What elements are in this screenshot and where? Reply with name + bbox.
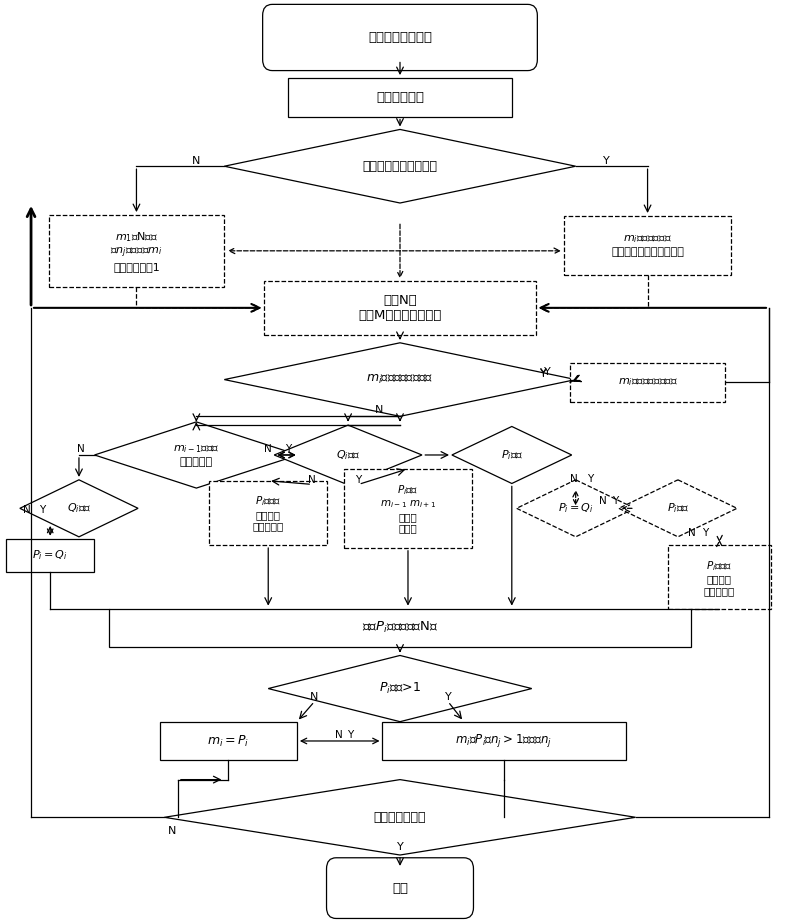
- Text: $m_i$位置有预设定颜色: $m_i$位置有预设定颜色: [366, 373, 434, 386]
- Polygon shape: [619, 480, 737, 537]
- Polygon shape: [517, 480, 634, 537]
- Polygon shape: [224, 343, 576, 416]
- Text: Y: Y: [587, 474, 593, 484]
- Text: $P_i$长度>1: $P_i$长度>1: [379, 681, 421, 696]
- Bar: [264, 281, 536, 334]
- Text: $P_i$取所有
未遍历的
未指定类别: $P_i$取所有 未遍历的 未指定类别: [253, 495, 284, 531]
- Text: 开始分配颜色标签: 开始分配颜色标签: [368, 31, 432, 44]
- Bar: [570, 363, 726, 402]
- Text: Y: Y: [445, 692, 451, 702]
- Text: Y: Y: [602, 156, 610, 166]
- Text: $Q_i$为空: $Q_i$为空: [66, 501, 91, 515]
- Polygon shape: [224, 130, 576, 203]
- Text: N: N: [308, 475, 316, 484]
- Polygon shape: [20, 480, 138, 537]
- Bar: [382, 722, 626, 761]
- Text: Y: Y: [613, 496, 618, 506]
- Text: $P_i$取与
$m_{i-1}$ $m_{i+1}$
都不相
邻类别: $P_i$取与 $m_{i-1}$ $m_{i+1}$ 都不相 邻类别: [380, 484, 436, 533]
- Text: $m_{i-1}$位置有
预设定颜色: $m_{i-1}$位置有 预设定颜色: [173, 443, 220, 467]
- Text: $m_1$为N中最
小$n_j$对应类别$m_i$
起始颜色设为1: $m_1$为N中最 小$n_j$对应类别$m_i$ 起始颜色设为1: [110, 230, 162, 272]
- Text: N: N: [192, 156, 201, 166]
- Text: N: N: [688, 528, 695, 538]
- Bar: [6, 539, 94, 572]
- Bar: [288, 78, 512, 117]
- Text: Y: Y: [285, 444, 291, 453]
- Text: Y: Y: [540, 368, 547, 379]
- Text: 更新N并
确定M中下一位置类别: 更新N并 确定M中下一位置类别: [358, 294, 442, 321]
- Text: $m_i$为预设定颜色类别: $m_i$为预设定颜色类别: [618, 377, 678, 389]
- Text: 计算$P_i$中各类别的N值: 计算$P_i$中各类别的N值: [362, 621, 438, 635]
- Text: N: N: [263, 444, 271, 453]
- Bar: [109, 609, 691, 647]
- Text: Y: Y: [355, 475, 362, 484]
- Text: $P_i$为空: $P_i$为空: [501, 449, 523, 462]
- Text: $m_i$为预设定类别
起始颜色设为预设定颜色: $m_i$为预设定类别 起始颜色设为预设定颜色: [611, 234, 684, 257]
- Text: Y: Y: [347, 730, 354, 740]
- Bar: [344, 469, 472, 548]
- Text: N: N: [334, 730, 342, 740]
- Polygon shape: [165, 779, 635, 855]
- Text: 结束: 结束: [392, 881, 408, 894]
- Text: Y: Y: [540, 369, 547, 379]
- Text: $P_i$为空: $P_i$为空: [666, 501, 689, 515]
- Text: $P_i$取所有
未遍历的
未指定类别: $P_i$取所有 未遍历的 未指定类别: [704, 559, 735, 596]
- Text: 确定起始类别: 确定起始类别: [376, 91, 424, 104]
- Text: N: N: [375, 405, 383, 415]
- Text: N: N: [599, 496, 606, 506]
- Text: Y: Y: [397, 842, 403, 852]
- Polygon shape: [268, 656, 532, 722]
- Text: N: N: [570, 474, 578, 484]
- Text: 是否有预设定类别颜色: 是否有预设定类别颜色: [362, 159, 438, 173]
- Text: $Q_i$为空: $Q_i$为空: [336, 449, 360, 462]
- Text: $P_i=Q_i$: $P_i=Q_i$: [558, 501, 594, 515]
- Bar: [209, 481, 327, 545]
- Bar: [49, 215, 224, 286]
- Text: 所有类别已遍历: 所有类别已遍历: [374, 810, 426, 823]
- Text: $m_i$取$P_i$中$n_j>1$的最小$n_j$: $m_i$取$P_i$中$n_j>1$的最小$n_j$: [455, 732, 552, 750]
- Bar: [564, 216, 731, 274]
- Text: Y: Y: [544, 367, 551, 378]
- Text: N: N: [77, 444, 85, 453]
- Bar: [160, 722, 297, 761]
- Text: Y: Y: [702, 528, 708, 538]
- Text: N: N: [310, 692, 318, 702]
- Polygon shape: [452, 426, 572, 484]
- FancyBboxPatch shape: [262, 5, 538, 71]
- Text: N: N: [168, 826, 177, 836]
- Polygon shape: [94, 422, 298, 488]
- Text: Y: Y: [39, 505, 46, 515]
- Text: $m_i=P_i$: $m_i=P_i$: [207, 733, 250, 749]
- Bar: [668, 545, 770, 610]
- FancyBboxPatch shape: [326, 857, 474, 918]
- Text: N: N: [23, 505, 31, 515]
- Text: $P_i=Q_i$: $P_i=Q_i$: [32, 548, 68, 562]
- Polygon shape: [274, 426, 422, 484]
